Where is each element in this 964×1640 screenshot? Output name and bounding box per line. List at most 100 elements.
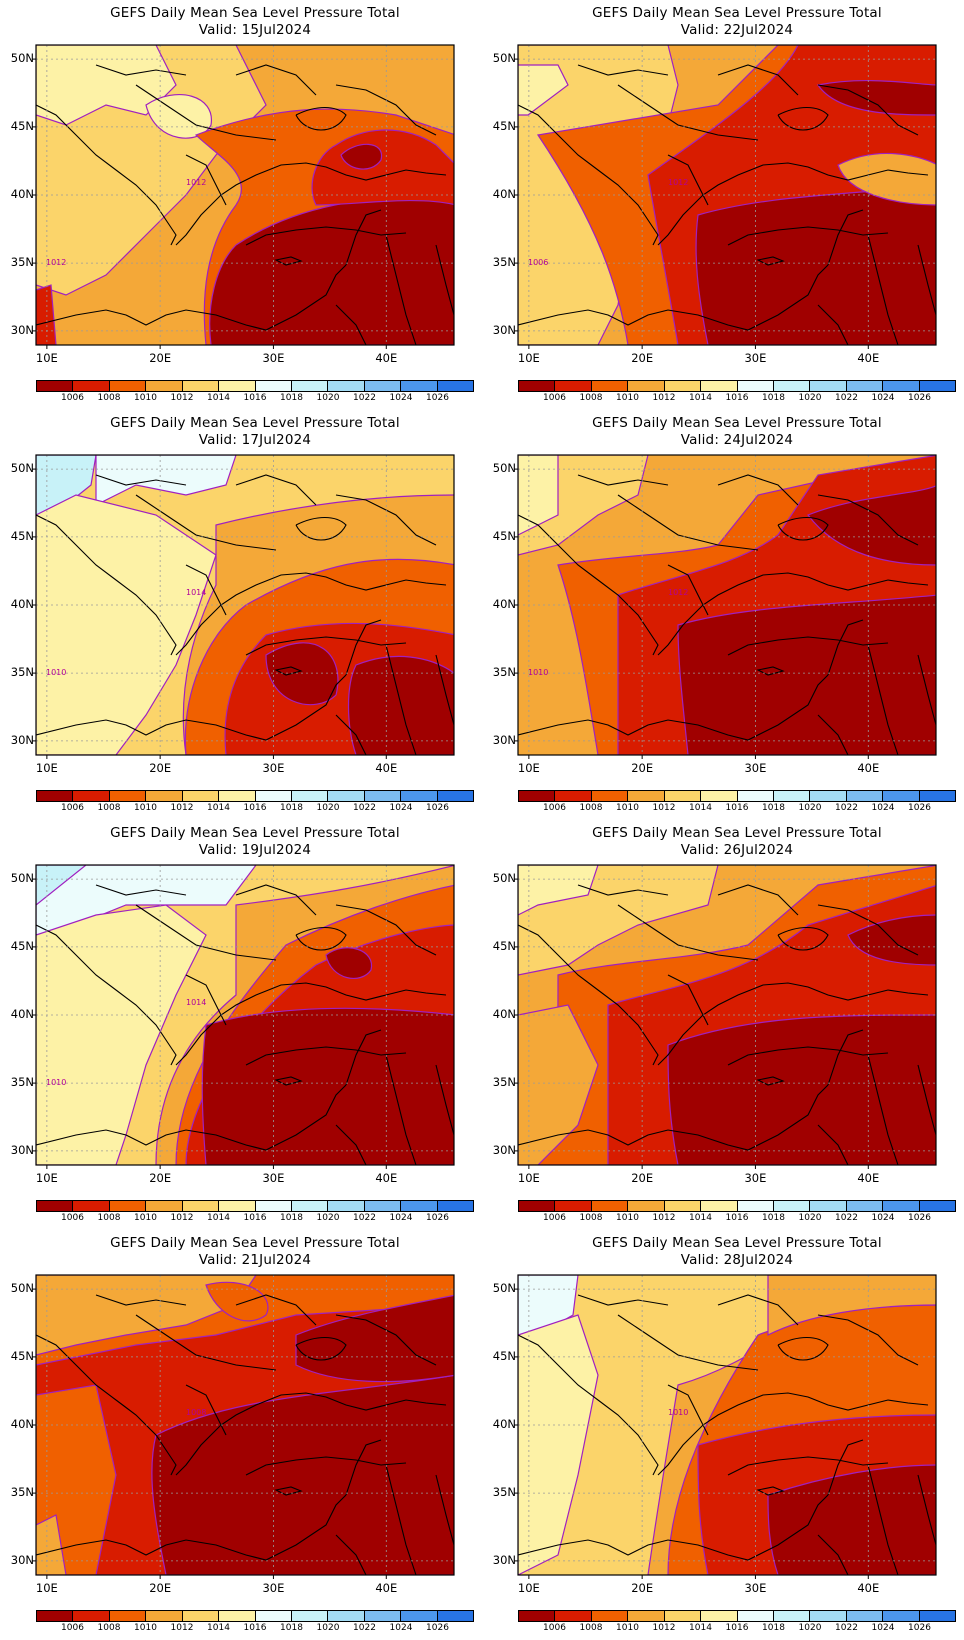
colorbar-swatch [401, 1611, 438, 1621]
colorbar-label: 1020 [798, 1213, 822, 1223]
colorbar-swatch [846, 791, 884, 801]
colorbar-swatch [883, 381, 920, 391]
latitude-label: 30N [492, 1552, 516, 1567]
pressure-map [514, 864, 937, 1169]
coastline [827, 209, 864, 266]
pressure-map: 1014 1010 [32, 454, 455, 759]
coastline [617, 904, 759, 961]
coastline [518, 924, 659, 1066]
latitude-label: 50N [492, 871, 516, 886]
colorbar-swatch [109, 1201, 147, 1211]
latitude-label: 35N [10, 665, 34, 680]
coastline [36, 1334, 177, 1476]
coastline [867, 644, 899, 755]
coastline [518, 1334, 659, 1476]
longitude-label: 40E [375, 351, 398, 365]
coastline [518, 264, 829, 331]
coastline [335, 1314, 437, 1366]
colorbar-label: 1018 [762, 1623, 785, 1633]
colorbar-swatch [664, 381, 702, 391]
latitude-label: 50N [492, 461, 516, 476]
colorbar [518, 380, 956, 392]
colorbar-label: 1014 [207, 1623, 230, 1633]
colorbar-swatch [810, 1201, 847, 1211]
pressure-map: 1012 1010 [514, 454, 937, 759]
colorbar-label: 1024 [871, 1623, 895, 1633]
colorbar-swatch [182, 1201, 220, 1211]
colorbar-swatch [255, 791, 292, 801]
colorbar-label: 1026 [426, 1213, 449, 1223]
colorbar-label: 1010 [134, 1213, 157, 1223]
longitude-label: 10E [517, 761, 540, 775]
latitude-label: 30N [492, 732, 516, 747]
pressure-contour-region [767, 1464, 936, 1575]
colorbar-swatch [437, 1201, 474, 1211]
colorbar-swatch [109, 791, 147, 801]
coastline [245, 636, 407, 656]
colorbar-swatch [364, 1201, 402, 1211]
panel-valid-date: Valid: 17Jul2024 [198, 432, 312, 448]
colorbar-swatch [773, 1201, 811, 1211]
panel-valid-date: Valid: 26Jul2024 [680, 842, 794, 858]
colorbar-swatch [37, 1611, 74, 1621]
colorbar-swatch [401, 1201, 438, 1211]
pressure-contour-region [767, 1275, 936, 1336]
coastline [727, 1046, 889, 1066]
colorbar [518, 790, 956, 802]
colorbar-swatch [846, 381, 884, 391]
latitude-label: 35N [492, 665, 516, 680]
colorbar-label: 1012 [652, 393, 676, 403]
panel-title: GEFS Daily Mean Sea Level Pressure Total [592, 5, 882, 21]
colorbar-label: 1024 [871, 803, 895, 813]
latitude-label: 30N [10, 732, 34, 747]
colorbar-label: 1026 [908, 1213, 931, 1223]
coastline [135, 904, 277, 961]
colorbar-label: 1012 [652, 1623, 676, 1633]
longitude-label: 20E [631, 1581, 654, 1595]
pressure-contour-region [677, 594, 936, 755]
latitude-label: 45N [492, 118, 516, 133]
panel-title: GEFS Daily Mean Sea Level Pressure Total [110, 5, 400, 21]
colorbar-swatch [291, 791, 329, 801]
coastline [867, 234, 899, 345]
map-panel: GEFS Daily Mean Sea Level Pressure Total… [482, 0, 964, 410]
latitude-label: 35N [10, 255, 34, 270]
coastline [295, 1336, 347, 1361]
coastline [717, 884, 799, 916]
colorbar-swatch [73, 791, 110, 801]
pressure-contour-region [340, 143, 383, 170]
colorbar-swatch [519, 791, 556, 801]
longitude-label: 30E [744, 1581, 767, 1595]
colorbar-label: 1016 [243, 1623, 267, 1633]
coastline [335, 714, 367, 755]
colorbar-label: 1008 [579, 393, 603, 403]
colorbar-swatch [37, 381, 74, 391]
colorbar-label: 1012 [170, 393, 194, 403]
colorbar [518, 1610, 956, 1622]
coastline [657, 1392, 929, 1476]
coastline [827, 1439, 864, 1496]
coastline [817, 1124, 849, 1165]
colorbar-swatch [73, 1611, 110, 1621]
panel-valid-date: Valid: 15Jul2024 [198, 22, 312, 38]
longitude-label: 30E [744, 761, 767, 775]
longitude-label: 40E [375, 761, 398, 775]
contour-value-label: 1012 [46, 258, 66, 267]
colorbar-swatch [664, 791, 702, 801]
colorbar-label: 1020 [316, 1623, 340, 1633]
colorbar-label: 1008 [97, 1623, 121, 1633]
pressure-contour-region [667, 1014, 936, 1165]
colorbar-label: 1020 [798, 1623, 822, 1633]
colorbar-swatch [255, 1611, 292, 1621]
pressure-map: 1012 1006 [514, 44, 937, 349]
longitude-label: 40E [857, 1581, 880, 1595]
contour-value-label: 1010 [46, 668, 66, 677]
coastline [917, 1474, 936, 1546]
colorbar-label: 1020 [316, 1213, 340, 1223]
colorbar-swatch [628, 1201, 665, 1211]
longitude-label: 20E [149, 1171, 172, 1185]
longitude-label: 10E [517, 1171, 540, 1185]
contour-value-label: 1014 [186, 588, 206, 597]
pressure-contour-region [36, 1514, 67, 1575]
colorbar-label: 1006 [61, 1213, 84, 1223]
